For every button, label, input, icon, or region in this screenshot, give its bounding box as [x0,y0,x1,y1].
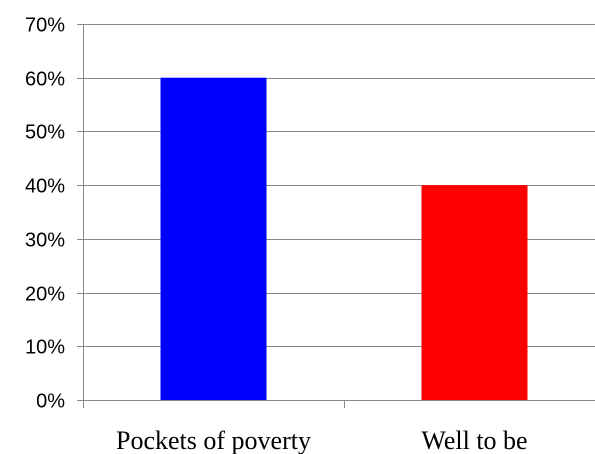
y-tick-label: 50% [25,122,65,144]
x-tick-label: Well to be [421,426,527,454]
axes [77,24,595,408]
y-tick-label: 40% [25,176,65,198]
y-tick-label: 70% [25,15,65,37]
y-tick-label: 0% [36,391,65,413]
bar [160,77,267,400]
y-tick-labels: 0% 10% 20% 30% 40% 50% 60% 70% [25,15,65,413]
x-tick-label: Pockets of poverty [116,426,311,454]
y-tick-label: 30% [25,230,65,252]
x-tick-labels: Pockets of poverty Well to be [116,426,528,454]
y-tick-label: 20% [25,284,65,306]
bar [421,185,528,400]
bars [160,77,528,400]
y-tick-label: 60% [25,69,65,91]
y-tick-label: 10% [25,337,65,359]
